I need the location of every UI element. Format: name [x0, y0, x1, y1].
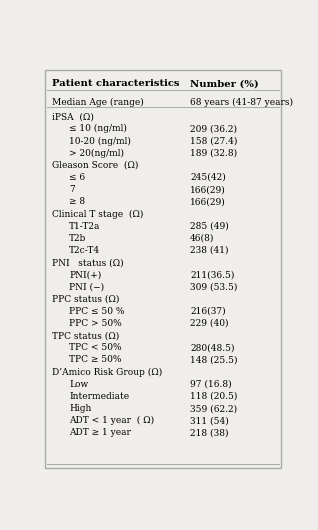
- Text: ADT < 1 year  ( Ω): ADT < 1 year ( Ω): [69, 416, 155, 425]
- Text: Patient characteristics: Patient characteristics: [52, 79, 180, 88]
- Text: 311 (54): 311 (54): [190, 416, 229, 425]
- Text: 229 (40): 229 (40): [190, 319, 229, 328]
- Text: D’Amico Risk Group (Ω): D’Amico Risk Group (Ω): [52, 367, 162, 377]
- Text: 211(36.5): 211(36.5): [190, 270, 234, 279]
- Text: 218 (38): 218 (38): [190, 428, 229, 437]
- Text: 118 (20.5): 118 (20.5): [190, 392, 238, 401]
- Text: 216(37): 216(37): [190, 307, 226, 316]
- Text: T2b: T2b: [69, 234, 87, 243]
- Text: TPC status (Ω): TPC status (Ω): [52, 331, 119, 340]
- Text: 209 (36.2): 209 (36.2): [190, 125, 237, 134]
- Text: Intermediate: Intermediate: [69, 392, 129, 401]
- Text: PNI   status (Ω): PNI status (Ω): [52, 258, 124, 267]
- Text: > 20(ng/ml): > 20(ng/ml): [69, 148, 124, 158]
- Text: 148 (25.5): 148 (25.5): [190, 356, 238, 365]
- Text: 309 (53.5): 309 (53.5): [190, 282, 238, 292]
- Text: 7: 7: [69, 185, 75, 194]
- Text: PNI(+): PNI(+): [69, 270, 101, 279]
- Text: 46(8): 46(8): [190, 234, 214, 243]
- Text: PPC status (Ω): PPC status (Ω): [52, 295, 120, 304]
- Text: 97 (16.8): 97 (16.8): [190, 379, 232, 388]
- Text: ADT ≥ 1 year: ADT ≥ 1 year: [69, 428, 131, 437]
- Text: 245(42): 245(42): [190, 173, 226, 182]
- Text: 285 (49): 285 (49): [190, 222, 229, 231]
- Text: 158 (27.4): 158 (27.4): [190, 137, 238, 146]
- Text: PPC ≤ 50 %: PPC ≤ 50 %: [69, 307, 125, 316]
- Text: 10-20 (ng/ml): 10-20 (ng/ml): [69, 137, 131, 146]
- FancyBboxPatch shape: [45, 70, 281, 467]
- Text: Median Age (range): Median Age (range): [52, 98, 144, 107]
- Text: Clinical T stage  (Ω): Clinical T stage (Ω): [52, 209, 143, 218]
- Text: 166(29): 166(29): [190, 197, 226, 206]
- Text: 166(29): 166(29): [190, 185, 226, 194]
- Text: ≥ 8: ≥ 8: [69, 197, 86, 206]
- Text: T2c-T4: T2c-T4: [69, 246, 100, 255]
- Text: 68 years (41-87 years): 68 years (41-87 years): [190, 98, 293, 107]
- Text: TPC ≥ 50%: TPC ≥ 50%: [69, 356, 122, 365]
- Text: 238 (41): 238 (41): [190, 246, 229, 255]
- Text: Low: Low: [69, 379, 89, 388]
- Text: PNI (−): PNI (−): [69, 282, 104, 292]
- Text: PPC > 50%: PPC > 50%: [69, 319, 122, 328]
- Text: ≤ 6: ≤ 6: [69, 173, 86, 182]
- Text: Number (%): Number (%): [190, 79, 259, 88]
- Text: TPC < 50%: TPC < 50%: [69, 343, 122, 352]
- Text: 189 (32.8): 189 (32.8): [190, 148, 237, 157]
- Text: 280(48.5): 280(48.5): [190, 343, 235, 352]
- Text: ≤ 10 (ng/ml): ≤ 10 (ng/ml): [69, 125, 127, 134]
- Text: 359 (62.2): 359 (62.2): [190, 404, 237, 413]
- Text: iPSA  (Ω): iPSA (Ω): [52, 112, 94, 121]
- Text: Gleason Score  (Ω): Gleason Score (Ω): [52, 161, 138, 170]
- Text: T1-T2a: T1-T2a: [69, 222, 101, 231]
- Text: High: High: [69, 404, 92, 413]
